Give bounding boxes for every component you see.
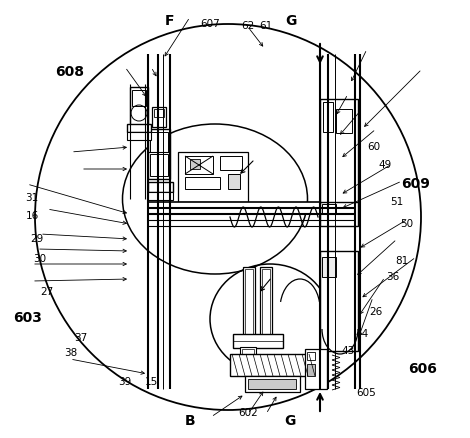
Text: B: B [185,413,196,427]
Bar [320,100,358,219]
Bar [185,157,213,175]
Text: 43: 43 [341,346,354,355]
Text: 37: 37 [74,332,87,342]
Bar [228,175,240,190]
Text: 81: 81 [395,256,408,265]
Text: 38: 38 [64,347,77,357]
Bar [240,347,256,359]
Bar [305,349,327,389]
Bar [248,379,296,389]
Text: 16: 16 [25,211,39,221]
Text: 609: 609 [401,177,431,191]
Text: 49: 49 [379,159,392,169]
Bar [320,202,358,226]
Text: 36: 36 [386,271,399,281]
Bar [307,352,315,360]
Bar [322,258,336,277]
Text: 60: 60 [367,142,380,152]
Bar [148,130,170,180]
Text: 606: 606 [408,361,438,375]
Text: 62: 62 [241,21,254,31]
Bar [185,177,220,190]
Bar [152,108,166,128]
Bar [190,159,200,170]
Bar [148,193,173,201]
Bar [178,153,248,202]
Text: 607: 607 [201,19,220,29]
Bar [336,110,352,134]
Text: 61: 61 [259,21,272,31]
Bar [260,267,272,337]
Text: 39: 39 [118,376,131,386]
Bar [132,91,146,107]
Bar [220,157,242,171]
Bar [320,251,358,351]
Bar [323,103,333,133]
Text: G: G [284,413,296,427]
Bar [245,376,300,392]
Bar [243,267,255,337]
Text: 26: 26 [369,306,383,316]
Bar [230,354,320,376]
Bar [148,183,173,193]
Text: 15: 15 [145,376,158,386]
Text: 31: 31 [25,193,39,203]
Bar [150,155,168,177]
Text: 44: 44 [355,328,368,338]
Text: 29: 29 [30,234,43,244]
Bar [154,110,164,118]
Text: 603: 603 [13,311,42,325]
Text: 605: 605 [357,387,376,397]
Bar [322,205,336,215]
Bar [127,125,151,133]
Bar [307,364,315,376]
Text: 608: 608 [55,65,84,79]
Text: 27: 27 [40,286,54,296]
Bar [127,133,151,141]
Bar [242,349,254,357]
Text: F: F [164,14,174,28]
Text: G: G [286,14,297,28]
Text: 50: 50 [400,219,413,228]
Bar [148,202,320,215]
Text: 30: 30 [33,254,47,263]
Bar [245,269,253,334]
Text: 602: 602 [238,407,258,417]
Bar [150,133,168,153]
Bar [233,334,283,348]
Bar [262,269,270,334]
Text: 51: 51 [391,197,404,206]
Bar [130,88,148,126]
